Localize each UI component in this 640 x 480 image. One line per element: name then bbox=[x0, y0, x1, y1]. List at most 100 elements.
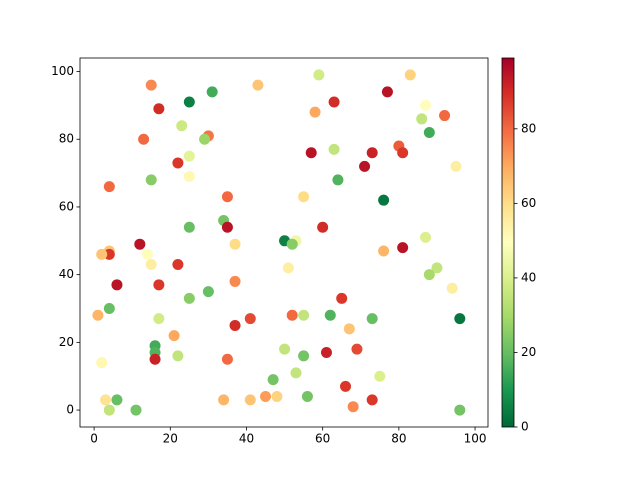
scatter-point bbox=[420, 99, 432, 111]
scatter-point bbox=[397, 147, 409, 159]
scatter-point bbox=[252, 79, 264, 91]
scatter-point bbox=[404, 69, 416, 81]
scatter-point bbox=[420, 231, 432, 243]
colorbar bbox=[501, 57, 515, 428]
scatter-point bbox=[100, 394, 112, 406]
scatter-point bbox=[359, 160, 371, 172]
scatter-point bbox=[267, 374, 279, 386]
scatter-point bbox=[423, 269, 435, 281]
scatter-point bbox=[206, 86, 218, 98]
scatter-point bbox=[450, 160, 462, 172]
scatter-point bbox=[202, 286, 214, 298]
scatter-point bbox=[416, 113, 428, 125]
scatter-point bbox=[145, 174, 157, 186]
scatter-point bbox=[454, 313, 466, 325]
colorbar-tick-label: 0 bbox=[521, 420, 529, 434]
scatter-point bbox=[183, 292, 195, 304]
y-tick-label: 80 bbox=[59, 132, 74, 146]
colorbar-tick-label: 40 bbox=[521, 270, 536, 284]
scatter-point bbox=[172, 157, 184, 169]
scatter-point bbox=[168, 330, 180, 342]
y-tick-label: 40 bbox=[59, 267, 74, 281]
scatter-point bbox=[145, 259, 157, 271]
scatter-point bbox=[286, 309, 298, 321]
x-tick-label: 60 bbox=[315, 432, 330, 446]
scatter-point bbox=[298, 350, 310, 362]
scatter-point bbox=[153, 313, 165, 325]
scatter-point bbox=[309, 106, 321, 118]
scatter-point bbox=[298, 309, 310, 321]
colorbar-tick-label: 20 bbox=[521, 345, 536, 359]
scatter-point bbox=[290, 367, 302, 379]
scatter-point bbox=[103, 248, 115, 260]
colorbar-tick-label: 60 bbox=[521, 196, 536, 210]
scatter-point bbox=[446, 282, 458, 294]
scatter-point bbox=[397, 242, 409, 254]
scatter-point bbox=[111, 394, 123, 406]
scatter-point bbox=[176, 120, 188, 132]
scatter-point bbox=[199, 133, 211, 145]
scatter-point bbox=[301, 391, 313, 403]
scatter-point bbox=[279, 343, 291, 355]
scatter-point bbox=[271, 391, 283, 403]
scatter-point bbox=[96, 357, 108, 369]
scatter-point bbox=[347, 401, 359, 413]
x-tick-label: 20 bbox=[163, 432, 178, 446]
y-tick-label: 100 bbox=[51, 64, 74, 78]
scatter-point bbox=[298, 191, 310, 203]
y-tick-label: 20 bbox=[59, 335, 74, 349]
scatter-point bbox=[381, 86, 393, 98]
scatter-point bbox=[218, 394, 230, 406]
scatter-point bbox=[172, 259, 184, 271]
scatter-point bbox=[317, 221, 329, 233]
axes-frame bbox=[79, 57, 489, 428]
scatter-point bbox=[103, 404, 115, 416]
scatter-point bbox=[282, 262, 294, 274]
scatter-point bbox=[221, 353, 233, 365]
scatter-point bbox=[313, 69, 325, 81]
scatter-point bbox=[138, 133, 150, 145]
scatter-point bbox=[183, 221, 195, 233]
scatter-point bbox=[336, 292, 348, 304]
scatter-point bbox=[244, 394, 256, 406]
scatter-point bbox=[183, 150, 195, 162]
scatter-point bbox=[328, 96, 340, 108]
scatter-point bbox=[431, 262, 443, 274]
scatter-point bbox=[229, 275, 241, 287]
scatter-point bbox=[130, 404, 142, 416]
scatter-point bbox=[244, 313, 256, 325]
scatter-point bbox=[221, 221, 233, 233]
x-tick-label: 0 bbox=[90, 432, 98, 446]
scatter-point bbox=[153, 279, 165, 291]
y-tick-label: 60 bbox=[59, 199, 74, 213]
scatter-point bbox=[423, 126, 435, 138]
scatter-point bbox=[149, 353, 161, 365]
scatter-point bbox=[96, 248, 108, 260]
scatter-point bbox=[343, 323, 355, 335]
scatter-point bbox=[332, 174, 344, 186]
scatter-point bbox=[366, 313, 378, 325]
scatter-point bbox=[111, 279, 123, 291]
scatter-point bbox=[92, 309, 104, 321]
scatter-point bbox=[374, 370, 386, 382]
scatter-point bbox=[366, 147, 378, 159]
scatter-point bbox=[145, 79, 157, 91]
scatter-point bbox=[320, 347, 332, 359]
scatter-point bbox=[328, 143, 340, 155]
scatter-point bbox=[324, 309, 336, 321]
scatter-point bbox=[378, 245, 390, 257]
scatter-point bbox=[183, 96, 195, 108]
scatter-point bbox=[340, 380, 352, 392]
scatter-point bbox=[351, 343, 363, 355]
scatter-point bbox=[439, 110, 451, 122]
scatter-point bbox=[366, 394, 378, 406]
scatter-point bbox=[172, 350, 184, 362]
scatter-point bbox=[229, 238, 241, 250]
x-tick-label: 100 bbox=[464, 432, 487, 446]
scatter-point bbox=[103, 181, 115, 193]
scatter-point bbox=[286, 238, 298, 250]
scatter-point bbox=[454, 404, 466, 416]
scatter-point bbox=[378, 194, 390, 206]
x-tick-label: 40 bbox=[239, 432, 254, 446]
